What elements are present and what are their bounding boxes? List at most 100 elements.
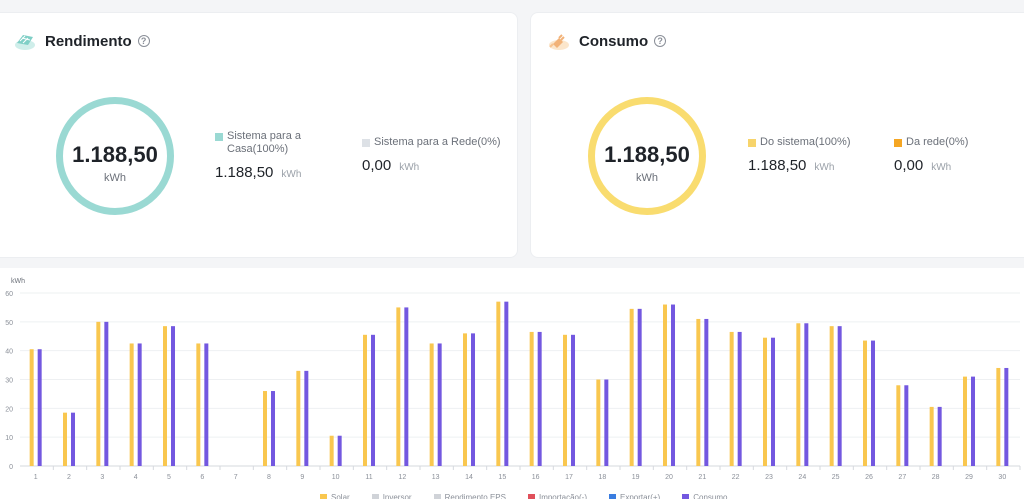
yield-grid-stat: Sistema para a Rede(0%) 0,00 kWh [362,136,512,174]
bar-consumo-day-22 [737,331,742,466]
yield-total-unit: kWh [104,172,126,184]
bar-solar-day-17 [563,334,567,466]
bar-consumo-day-1 [37,349,42,466]
chart-legend-item[interactable]: Inversor [371,493,412,499]
bar-consumo-day-12 [404,307,409,466]
chart-legend-item[interactable]: Importação(-) [527,493,587,499]
bar-solar-day-27 [896,385,901,466]
x-tick-label: 25 [832,474,840,481]
bar-solar-day-24 [796,323,801,466]
legend-swatch [371,494,379,499]
x-tick-label: 17 [565,474,573,481]
bar-solar-day-14 [463,333,467,466]
x-tick-label: 20 [665,474,673,481]
help-icon[interactable]: ? [137,35,150,47]
bar-consumo-day-16 [537,331,542,466]
legend-swatch [433,494,441,499]
bar-solar-day-29 [963,376,967,466]
chart-legend-label: Rendimento EPS [444,493,506,499]
chart-legend-label: Inversor [382,493,412,499]
x-tick-label: 16 [532,474,540,481]
x-tick-label: 26 [865,474,873,481]
daily-energy-chart: kWh 0 10 20 30 40 50 60 1 2 3 4 5 6 7 8 9 10 11 12 13 14 15 16 1… [0,268,1024,499]
yield-home-unit: kWh [281,169,302,180]
x-tick-label: 2 [67,474,71,481]
consumption-total-ring: 1.188,50 kWh [588,97,706,215]
x-tick-label: 1 [34,474,38,481]
chart-legend-item[interactable]: Consumo [682,493,727,499]
chart-legend-item[interactable]: Exportar(+) [608,493,660,499]
x-tick-label: 4 [134,474,138,481]
yield-total-ring: 1.188,50 kWh [56,97,174,215]
bar-solar-day-1 [29,349,34,466]
bar-consumo-day-28 [937,406,942,466]
yield-total-value: 1.188,50 [72,142,158,167]
bar-solar-day-10 [329,435,334,466]
x-tick-label: 23 [765,474,773,481]
yield-grid-label: Sistema para a Rede(0%) [374,136,501,148]
bar-solar-day-5 [163,326,167,466]
yield-home-label: Sistema para a Casa(100%) [227,130,301,155]
consumption-grid-stat: Da rede(0%) 0,00 kWh [894,136,1014,174]
chart-legend-label: Importação(-) [538,493,587,499]
legend-swatch [215,133,223,141]
yield-grid-value: 0,00 [362,157,392,174]
x-tick-label: 9 [300,474,304,481]
bar-solar-day-8 [263,391,267,466]
x-tick-label: 21 [698,474,706,481]
bar-consumo-day-19 [637,308,642,466]
x-tick-label: 24 [798,474,806,481]
x-tick-label: 5 [167,474,171,481]
bar-solar-day-20 [663,304,667,466]
consumption-system-value: 1.188,50 [748,157,807,174]
y-tick-label: 10 [5,435,13,442]
x-tick-label: 14 [465,474,473,481]
bar-solar-day-26 [863,340,867,466]
bar-consumo-day-18 [604,379,609,466]
legend-swatch [320,494,327,499]
yield-card: Rendimento ? 1.188,50 kWh Sistema para a… [0,12,518,258]
bar-consumo-day-9 [304,370,309,466]
bar-consumo-day-25 [837,326,842,466]
x-tick-label: 30 [998,474,1006,481]
consumption-card-header: Consumo ? [547,29,667,53]
bar-consumo-day-5 [171,326,175,466]
x-tick-label: 15 [498,474,506,481]
bar-consumo-day-21 [704,318,709,466]
bar-consumo-day-2 [71,412,75,466]
solar-panel-icon [13,29,37,53]
x-tick-label: 11 [365,474,372,481]
x-tick-label: 13 [432,474,440,481]
chart-legend: Solar Inversor Rendimento EPS Importação(-)… [320,493,749,499]
bar-consumo-day-29 [971,376,975,466]
chart-legend-label: Solar [331,493,350,499]
bar-solar-day-25 [829,326,834,466]
bar-solar-day-6 [196,343,201,466]
bar-consumo-day-11 [371,334,375,466]
x-tick-label: 29 [965,474,973,481]
x-tick-label: 12 [398,474,406,481]
legend-swatch [682,494,690,499]
bar-solar-day-21 [696,318,701,466]
yield-home-stat: Sistema para a Casa(100%) 1.188,50 kWh [215,130,325,181]
chart-legend-label: Consumo [693,493,728,499]
bar-solar-day-19 [629,308,634,466]
yield-grid-unit: kWh [399,162,420,173]
yield-title: Rendimento [45,32,132,50]
y-tick-label: 30 [5,378,13,385]
y-tick-label: 60 [5,291,13,298]
bar-solar-day-2 [63,412,67,466]
bar-consumo-day-15 [504,301,509,466]
bar-solar-day-13 [429,343,434,466]
x-tick-label: 8 [267,474,271,481]
bar-consumo-day-3 [104,321,109,466]
y-tick-label: 20 [5,406,13,413]
bar-consumo-day-26 [871,340,875,466]
consumption-system-unit: kWh [814,162,835,173]
y-tick-label: 0 [9,464,13,471]
chart-legend-item[interactable]: Solar [320,493,350,499]
bar-solar-day-23 [763,337,767,466]
help-icon[interactable]: ? [654,35,667,47]
legend-swatch [527,494,535,499]
chart-legend-item[interactable]: Rendimento EPS [433,493,506,499]
